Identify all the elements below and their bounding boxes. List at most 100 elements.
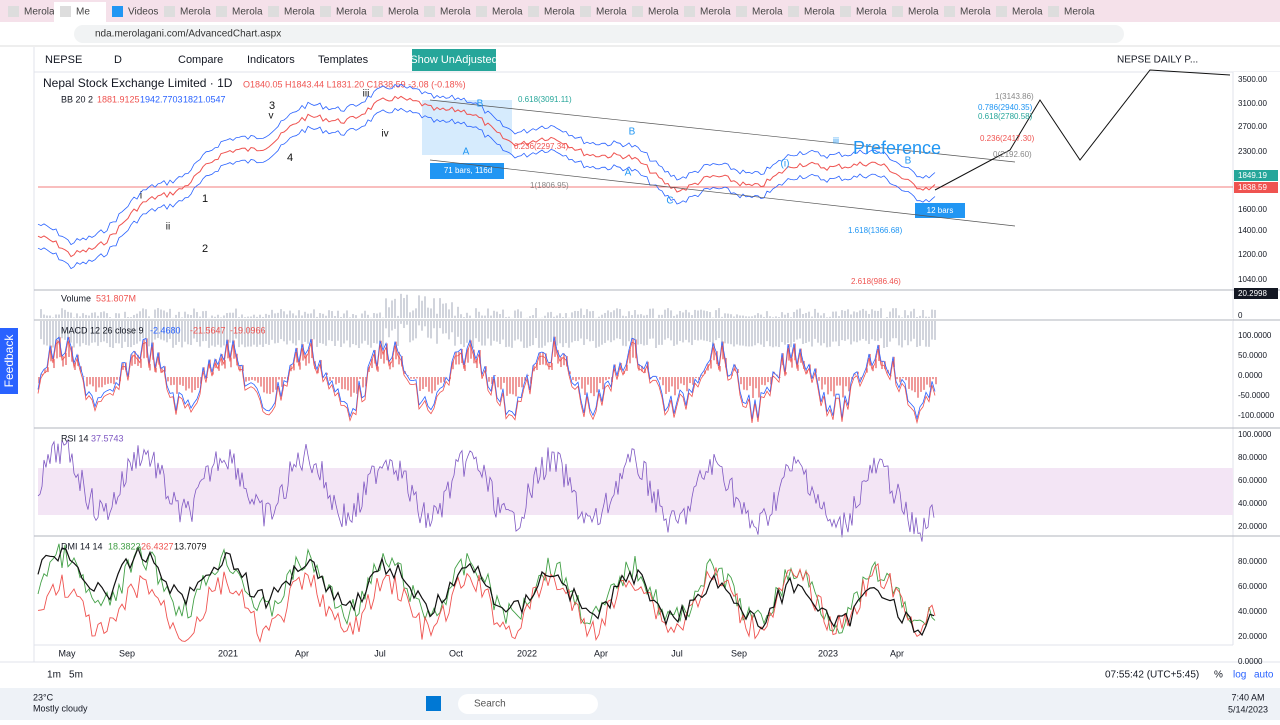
volume-bar [703,311,705,341]
toolbar-item[interactable]: NEPSE [45,54,82,66]
macd-hist [848,377,850,391]
start-button[interactable] [426,696,441,711]
tab-title[interactable]: Videos [128,7,158,18]
tab-title[interactable]: Me [76,7,90,18]
macd-hist [749,377,751,386]
volume-bar [526,318,528,348]
volume-bar [577,311,579,341]
tab-icon [684,6,695,17]
macd-hist [62,356,64,366]
tab-icon [788,6,799,17]
toolbar-item[interactable]: Templates [318,54,369,66]
tab-title[interactable]: Merola [908,7,939,18]
volume-bar [496,312,498,342]
macd-hist [740,377,742,384]
volume-bar [796,310,798,340]
volume-bar [559,313,561,343]
macd-hist [680,377,682,384]
axis-option[interactable]: log [1233,670,1246,681]
volume-bar [271,310,273,340]
macd-hist [350,377,352,397]
macd-hist [263,377,265,392]
tab-title[interactable]: Merola [284,7,315,18]
tab-title[interactable]: Merola [700,7,731,18]
tab-icon [632,6,643,17]
tab-icon [892,6,903,17]
time-tick: Oct [449,648,464,658]
macd-hist [632,338,634,357]
volume-bar [718,308,720,338]
volume-bar [316,317,318,347]
macd-hist [197,377,199,388]
volume-bar [733,317,735,347]
tab-title[interactable]: Merola [232,7,263,18]
macd-hist [923,377,925,390]
volume-bar [586,309,588,339]
tab-title[interactable]: Merola [804,7,835,18]
volume-bar [508,317,510,347]
macd-tick: 50.0000 [1238,351,1267,360]
feedback-label: Feedback [2,334,16,388]
toolbar-item[interactable]: D [114,54,122,66]
tab-title[interactable]: Merola [388,7,419,18]
tab-title[interactable]: Merola [336,7,367,18]
macd-hist [830,377,832,391]
tab-title[interactable]: Merola [440,7,471,18]
volume-bar [826,317,828,347]
macd-hist [764,377,766,385]
macd-hist [92,377,94,386]
volume-bar [862,309,864,339]
tab-title[interactable]: Merola [1064,7,1095,18]
annotation: iv [381,129,388,140]
tab-title[interactable]: Merola [596,7,627,18]
tab-icon [60,6,71,17]
macd-hist [185,377,187,390]
macd-hist [836,377,838,386]
tab-title[interactable]: Merola [544,7,575,18]
volume-bar [823,313,825,343]
tab-title[interactable]: Merola [856,7,887,18]
range-button[interactable]: 5m [69,670,83,681]
macd-hist [194,377,196,390]
price-tick: 1400.00 [1238,226,1267,235]
volume-bar [904,310,906,340]
volume-bar [799,308,801,338]
annotation: A [463,147,470,158]
toolbar-item[interactable]: Compare [178,54,223,66]
taskbar [0,688,1280,720]
volume-bar [424,296,426,326]
volume-bar [790,317,792,347]
layout-name[interactable]: NEPSE DAILY P... [1117,55,1198,66]
tab-title[interactable]: Merola [1012,7,1043,18]
tab-title[interactable]: Merola [492,7,523,18]
range-button[interactable]: 1m [47,670,61,681]
annotation: 1 [202,193,208,205]
annotation: 0.618(2780.58) [978,112,1033,121]
annotation: 0(2192.60) [993,150,1032,159]
adx [38,548,934,635]
tab-title[interactable]: Merola [960,7,991,18]
volume-bar [319,313,321,343]
macd-hist [515,377,517,396]
volume-bar [667,308,669,338]
toolbar-item[interactable]: Indicators [247,54,295,66]
tab-title[interactable]: Merola [180,7,211,18]
volume-bar [298,310,300,340]
toolbar-button-label[interactable]: Show UnAdjusted [410,54,497,66]
tab-title[interactable]: Merola [752,7,783,18]
volume-bar [697,310,699,340]
axis-option[interactable]: % [1214,670,1223,681]
axis-option[interactable]: auto [1254,670,1274,681]
tab-title[interactable]: Merola [24,7,55,18]
tab-icon [528,6,539,17]
tab-title[interactable]: Merola [648,7,679,18]
time-tick: Sep [119,648,135,658]
macd-hist [239,366,241,372]
dmi-tick: 20.0000 [1238,632,1267,641]
volume-bar [535,308,537,338]
annotation: v [269,111,274,122]
macd-hist [509,377,511,394]
search-label[interactable]: Search [474,699,506,710]
volume-bar [619,309,621,339]
volume-bar [715,310,717,340]
